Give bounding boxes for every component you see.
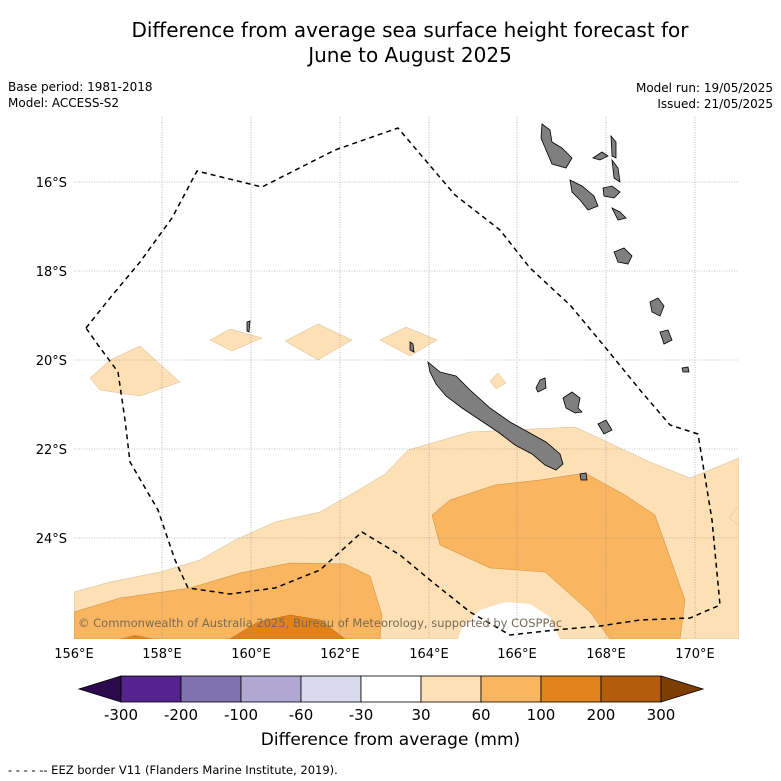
colorbar-segment — [240, 675, 302, 703]
colorbar-segment — [360, 675, 422, 703]
loyalty-island-2 — [597, 419, 613, 435]
colorbar-tick: 30 — [411, 706, 430, 724]
anomaly-30-60-patch-5 — [489, 372, 507, 390]
title-line-1: Difference from average sea surface heig… — [131, 18, 689, 42]
vanuatu-espiritu-santo — [540, 123, 573, 169]
lon-tick: 158°E — [142, 647, 182, 662]
anomaly-30-60-patch-6 — [728, 504, 739, 526]
loyalty-island-3 — [535, 377, 547, 393]
lon-tick: 164°E — [409, 647, 449, 662]
colorbar — [77, 675, 705, 703]
latitude-tick-labels: 16°S 18°S 20°S 22°S 24°S — [36, 176, 67, 547]
colorbar-tick: 200 — [587, 706, 616, 724]
colorbar-segment — [120, 675, 182, 703]
vanuatu-small-1 — [611, 158, 621, 183]
vanuatu-malekula — [569, 179, 599, 211]
lon-tick: 168°E — [586, 647, 626, 662]
islet-matthew — [681, 366, 690, 373]
lat-tick: 16°S — [36, 176, 67, 191]
islet-chesterfield — [246, 320, 251, 333]
colorbar-segment — [180, 675, 242, 703]
colorbar-tick: -300 — [104, 706, 138, 724]
vanuatu-aneityum — [659, 329, 673, 345]
eez-border — [85, 127, 721, 636]
colorbar-label: Difference from average (mm) — [260, 730, 521, 750]
colorbar-tick: 100 — [527, 706, 556, 724]
vanuatu-pentecost — [610, 134, 617, 159]
lat-tick: 24°S — [36, 532, 67, 547]
lon-tick: 156°E — [54, 647, 94, 662]
model-name: Model: ACCESS-S2 — [8, 96, 120, 110]
anomaly-30-60-patch-2 — [209, 328, 263, 352]
anomaly-30-60-patch-3 — [284, 323, 353, 361]
lat-tick: 18°S — [36, 265, 67, 280]
colorbar-segment — [540, 675, 602, 703]
lon-tick: 162°E — [320, 647, 360, 662]
loyalty-island-1 — [562, 391, 583, 414]
meta-left: Base period: 1981-2018 Model: ACCESS-S2 — [8, 79, 153, 111]
lat-tick: 22°S — [36, 443, 67, 458]
issued-date: Issued: 21/05/2025 — [657, 97, 773, 111]
colorbar-tick: -30 — [349, 706, 374, 724]
colorbar-segment — [600, 675, 662, 703]
anomaly-30-60-patch-4 — [379, 326, 438, 357]
colorbar-segment — [300, 675, 362, 703]
colorbar-tick-labels: -300 -200 -100 -60 -30 30 60 100 200 300 — [104, 706, 675, 724]
anomaly-60-100-east — [431, 472, 686, 639]
longitude-tick-labels: 156°E 158°E 160°E 162°E 164°E 166°E 168°… — [54, 647, 715, 662]
base-period: Base period: 1981-2018 — [8, 80, 153, 94]
colorbar-segment — [420, 675, 482, 703]
map-title: Difference from average sea surface heig… — [0, 18, 781, 68]
colorbar-tick: -100 — [224, 706, 258, 724]
vanuatu-tanna-group — [649, 297, 665, 317]
lat-tick: 20°S — [36, 354, 67, 369]
lon-tick: 170°E — [675, 647, 715, 662]
colorbar-tick: -200 — [164, 706, 198, 724]
anomaly-100-200 — [229, 614, 346, 639]
vanuatu-ambae — [592, 151, 609, 161]
colorbar-tick: -60 — [289, 706, 314, 724]
neutral-gap — [458, 602, 560, 639]
anomaly-100-200-small — [120, 635, 155, 639]
graticule — [74, 117, 739, 639]
lon-tick: 160°E — [231, 647, 271, 662]
model-run: Model run: 19/05/2025 — [635, 81, 773, 95]
loyalty-island-4 — [579, 472, 588, 481]
lon-tick: 166°E — [497, 647, 537, 662]
colorbar-tick: 60 — [471, 706, 490, 724]
map-area: © Commonwealth of Australia 2025, Bureau… — [74, 117, 739, 639]
title-line-2: June to August 2025 — [308, 43, 512, 67]
meta-right: Model run: 19/05/2025 Issued: 21/05/2025 — [636, 80, 773, 112]
islet-small-a — [409, 341, 415, 353]
new-caledonia-island — [427, 360, 564, 471]
colorbar-extend-high — [660, 675, 705, 703]
copyright-notice: © Commonwealth of Australia 2025, Bureau… — [78, 616, 562, 630]
colorbar-tick: 300 — [647, 706, 676, 724]
colorbar-extend-low — [77, 675, 122, 703]
vanuatu-small-2 — [611, 207, 627, 221]
colorbar-segment — [480, 675, 542, 703]
land — [246, 123, 690, 481]
eez-legend: - - - - -- EEZ border V11 (Flanders Mari… — [8, 763, 338, 777]
vanuatu-erromango — [613, 247, 633, 265]
vanuatu-efate — [602, 185, 621, 199]
